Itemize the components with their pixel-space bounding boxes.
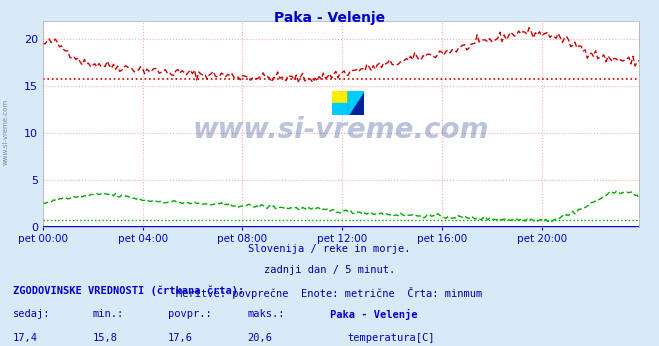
Text: Paka - Velenje: Paka - Velenje	[330, 309, 417, 320]
Text: 15,8: 15,8	[92, 333, 117, 343]
Text: zadnji dan / 5 minut.: zadnji dan / 5 minut.	[264, 265, 395, 275]
Text: Paka - Velenje: Paka - Velenje	[274, 11, 385, 25]
Text: Meritve: povprečne  Enote: metrične  Črta: minmum: Meritve: povprečne Enote: metrične Črta:…	[177, 287, 482, 299]
Text: Slovenija / reke in morje.: Slovenija / reke in morje.	[248, 244, 411, 254]
Bar	[332, 91, 348, 103]
Text: www.si-vreme.com: www.si-vreme.com	[2, 98, 9, 165]
Polygon shape	[348, 91, 364, 116]
Text: temperatura[C]: temperatura[C]	[347, 333, 435, 343]
Text: 20,6: 20,6	[247, 333, 272, 343]
Bar	[332, 103, 348, 116]
Text: ZGODOVINSKE VREDNOSTI (črtkana črta):: ZGODOVINSKE VREDNOSTI (črtkana črta):	[13, 285, 244, 296]
Bar	[348, 91, 364, 116]
Text: 17,6: 17,6	[168, 333, 193, 343]
Text: www.si-vreme.com: www.si-vreme.com	[193, 116, 489, 144]
Text: 17,4: 17,4	[13, 333, 38, 343]
Text: min.:: min.:	[92, 309, 123, 319]
Text: povpr.:: povpr.:	[168, 309, 212, 319]
Text: maks.:: maks.:	[247, 309, 285, 319]
Text: sedaj:: sedaj:	[13, 309, 51, 319]
